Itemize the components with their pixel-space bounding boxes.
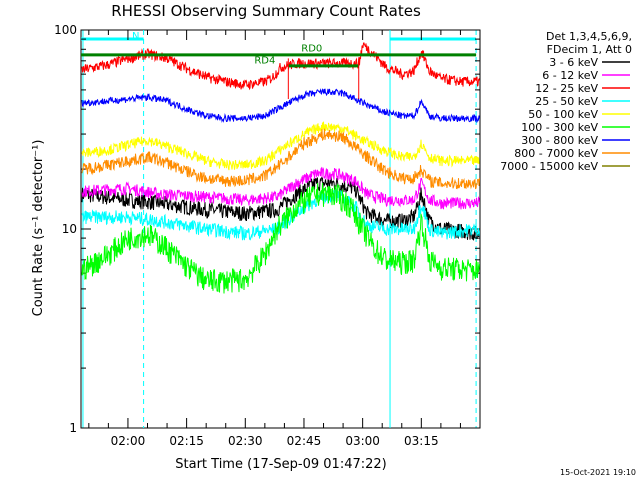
annotation-rd0: RD0 xyxy=(301,43,322,54)
chart-title: RHESSI Observing Summary Count Rates xyxy=(111,2,421,20)
series-12-25-keV xyxy=(81,42,480,91)
legend-entry: 3 - 6 keV xyxy=(549,56,598,69)
legend-entry: 100 - 300 keV xyxy=(521,121,598,134)
x-tick-label: 02:30 xyxy=(228,434,263,448)
footer-timestamp: 15-Oct-2021 19:10 xyxy=(560,468,636,477)
series-line xyxy=(81,176,480,241)
y-tick-label: 100 xyxy=(54,23,77,37)
series-50-100-keV xyxy=(81,121,480,171)
series-25-50-keV xyxy=(81,188,480,241)
series-line xyxy=(81,42,480,91)
y-axis-title: Count Rate (s⁻¹ detector⁻¹) xyxy=(31,140,46,317)
x-tick-label: 03:00 xyxy=(345,434,380,448)
x-tick-label: 02:45 xyxy=(287,434,322,448)
legend-entry: 50 - 100 keV xyxy=(528,108,598,121)
legend-header: Det 1,3,4,5,6,9, xyxy=(546,30,632,43)
y-tick-label: 10 xyxy=(62,222,77,236)
axis-ticks: 1 10 100 02:00 02:15 02:30 02:45 03:00 03:15 xyxy=(54,23,480,448)
series-line xyxy=(81,182,480,294)
series-line xyxy=(81,128,480,190)
series-line xyxy=(81,188,480,241)
series-3-6-keV xyxy=(81,176,480,241)
x-tick-label: 03:15 xyxy=(404,434,439,448)
legend-entry: 800 - 7000 keV xyxy=(514,147,598,160)
legend-entry: 6 - 12 keV xyxy=(542,69,598,82)
annotation-rd4: RD4 xyxy=(254,55,275,66)
annotations-layer: N RD0 RD4 xyxy=(81,31,477,100)
legend-entry: 25 - 50 keV xyxy=(535,95,598,108)
legend: Det 1,3,4,5,6,9,FDecim 1, Att 03 - 6 keV… xyxy=(500,30,632,173)
series-300-800-keV xyxy=(81,88,480,124)
x-tick-label: 02:00 xyxy=(111,434,146,448)
x-tick-label: 02:15 xyxy=(169,434,204,448)
legend-header: FDecim 1, Att 0 xyxy=(547,43,632,56)
series-line xyxy=(81,88,480,124)
y-tick-label: 1 xyxy=(69,421,77,435)
series-line xyxy=(81,121,480,171)
series-800-7000-keV xyxy=(81,128,480,190)
legend-entry: 7000 - 15000 keV xyxy=(500,160,598,173)
series-100-300-keV xyxy=(81,182,480,294)
annotation-n: N xyxy=(132,31,139,42)
series-line xyxy=(81,166,480,210)
legend-entry: 12 - 25 keV xyxy=(535,82,598,95)
x-axis-title: Start Time (17-Sep-09 01:47:22) xyxy=(175,457,386,472)
series-6-12-keV xyxy=(81,166,480,210)
series-layer xyxy=(81,42,480,294)
legend-entry: 300 - 800 keV xyxy=(521,134,598,147)
